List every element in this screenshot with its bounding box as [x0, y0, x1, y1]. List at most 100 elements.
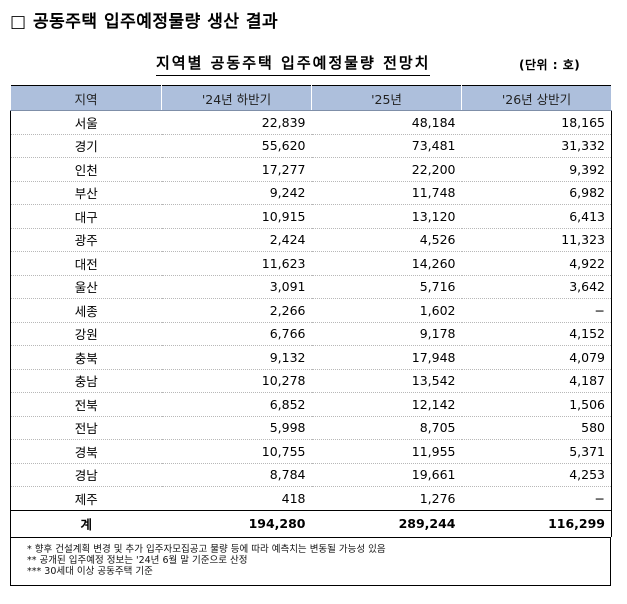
value-cell: 4,187: [461, 369, 612, 393]
value-cell: 10,915: [161, 204, 312, 229]
region-cell: 경북: [10, 439, 162, 464]
table-row: 서울 22,839 48,184 18,165: [10, 110, 612, 135]
value-cell: 4,253: [461, 463, 612, 487]
column-header: 지역: [10, 85, 162, 111]
table-row: 경북 10,755 11,955 5,371: [10, 439, 612, 464]
table-row: 전남 5,998 8,705 580: [10, 416, 612, 440]
value-cell: 22,839: [161, 110, 312, 135]
value-cell: 8,784: [161, 463, 312, 487]
region-cell: 경남: [10, 463, 162, 487]
table-row: 경남 8,784 19,661 4,253: [10, 463, 612, 487]
value-cell: 580: [461, 416, 612, 440]
column-header: '24년 하반기: [161, 85, 312, 111]
total-value: 289,244: [311, 509, 462, 537]
region-cell: 서울: [10, 110, 162, 135]
value-cell: 10,278: [161, 369, 312, 393]
value-cell: 10,755: [161, 439, 312, 464]
value-cell: 9,242: [161, 181, 312, 205]
page-heading: □ 공동주택 입주예정물량 생산 결과: [10, 12, 279, 32]
value-cell: 73,481: [311, 134, 462, 158]
region-cell: 부산: [10, 181, 162, 205]
value-cell: 6,413: [461, 204, 612, 229]
region-cell: 전북: [10, 392, 162, 417]
value-cell: 1,602: [311, 298, 462, 323]
table-row: 강원 6,766 9,178 4,152: [10, 322, 612, 346]
value-cell: 4,526: [311, 228, 462, 252]
value-cell: 13,542: [311, 369, 462, 393]
table-row: 제주 418 1,276−: [10, 486, 612, 511]
region-cell: 경기: [10, 134, 162, 158]
footnote-1: * 향후 건설계획 변경 및 추가 입주자모집공고 물량 등에 따라 예측치는 …: [27, 543, 386, 555]
value-cell: 48,184: [311, 110, 462, 135]
value-cell: 6,982: [461, 181, 612, 205]
table-title: 지역별 공동주택 입주예정물량 전망치: [156, 52, 431, 76]
total-label: 계: [10, 509, 162, 537]
value-cell: 11,748: [311, 181, 462, 205]
region-cell: 강원: [10, 322, 162, 346]
table-row: 충북 9,132 17,948 4,079: [10, 345, 612, 370]
total-value: 194,280: [161, 509, 312, 537]
region-cell: 대전: [10, 251, 162, 276]
value-cell: −: [461, 298, 612, 323]
footnote-3: *** 30세대 이상 공동주택 기준: [27, 565, 153, 577]
value-cell: 11,955: [311, 439, 462, 464]
value-cell: 22,200: [311, 157, 462, 182]
value-cell: 17,948: [311, 345, 462, 370]
region-cell: 충북: [10, 345, 162, 370]
value-cell: 4,922: [461, 251, 612, 276]
table-row: 대구 10,915 13,120 6,413: [10, 204, 612, 229]
value-cell: 8,705: [311, 416, 462, 440]
value-cell: 2,424: [161, 228, 312, 252]
value-cell: 9,132: [161, 345, 312, 370]
region-cell: 제주: [10, 486, 162, 511]
column-header: '26년 상반기: [461, 85, 612, 111]
table-row: 전북 6,852 12,142 1,506: [10, 392, 612, 417]
value-cell: 5,998: [161, 416, 312, 440]
value-cell: 1,506: [461, 392, 612, 417]
unit-label: (단위 : 호): [519, 58, 581, 72]
header-row: 지역 '24년 하반기 '25년 '26년 상반기: [10, 85, 612, 111]
value-cell: 19,661: [311, 463, 462, 487]
value-cell: 1,276: [311, 486, 462, 511]
region-cell: 충남: [10, 369, 162, 393]
value-cell: 55,620: [161, 134, 312, 158]
table-row: 대전 11,623 14,260 4,922: [10, 251, 612, 276]
table-row: 부산 9,242 11,748 6,982: [10, 181, 612, 205]
value-cell: 6,852: [161, 392, 312, 417]
value-cell: 11,323: [461, 228, 612, 252]
value-cell: 4,079: [461, 345, 612, 370]
value-cell: 18,165: [461, 110, 612, 135]
value-cell: 31,332: [461, 134, 612, 158]
region-cell: 전남: [10, 416, 162, 440]
value-cell: 9,392: [461, 157, 612, 182]
value-cell: 3,091: [161, 275, 312, 299]
total-row: 계 194,280 289,244 116,299: [10, 509, 612, 537]
value-cell: 5,716: [311, 275, 462, 299]
region-cell: 울산: [10, 275, 162, 299]
value-cell: −: [461, 486, 612, 511]
region-cell: 인천: [10, 157, 162, 182]
value-cell: 11,623: [161, 251, 312, 276]
value-cell: 9,178: [311, 322, 462, 346]
table-row: 광주 2,424 4,526 11,323: [10, 228, 612, 252]
value-cell: 4,152: [461, 322, 612, 346]
region-cell: 세종: [10, 298, 162, 323]
value-cell: 13,120: [311, 204, 462, 229]
value-cell: 418: [161, 486, 312, 511]
value-cell: 3,642: [461, 275, 612, 299]
value-cell: 17,277: [161, 157, 312, 182]
table-row: 경기 55,620 73,481 31,332: [10, 134, 612, 158]
supply-forecast-table: 지역 '24년 하반기 '25년 '26년 상반기 서울 22,839 48,184 18,…: [10, 85, 612, 537]
table-row: 세종 2,266 1,602−: [10, 298, 612, 323]
region-cell: 광주: [10, 228, 162, 252]
value-cell: 6,766: [161, 322, 312, 346]
table-row: 인천 17,277 22,200 9,392: [10, 157, 612, 182]
footnotes: * 향후 건설계획 변경 및 추가 입주자모집공고 물량 등에 따라 예측치는 …: [10, 536, 611, 586]
table-container: 지역 '24년 하반기 '25년 '26년 상반기 서울 22,839 48,184 18,…: [10, 85, 612, 586]
column-header: '25년: [311, 85, 462, 111]
value-cell: 14,260: [311, 251, 462, 276]
region-cell: 대구: [10, 204, 162, 229]
table-row: 충남 10,278 13,542 4,187: [10, 369, 612, 393]
total-value: 116,299: [461, 509, 612, 537]
value-cell: 2,266: [161, 298, 312, 323]
